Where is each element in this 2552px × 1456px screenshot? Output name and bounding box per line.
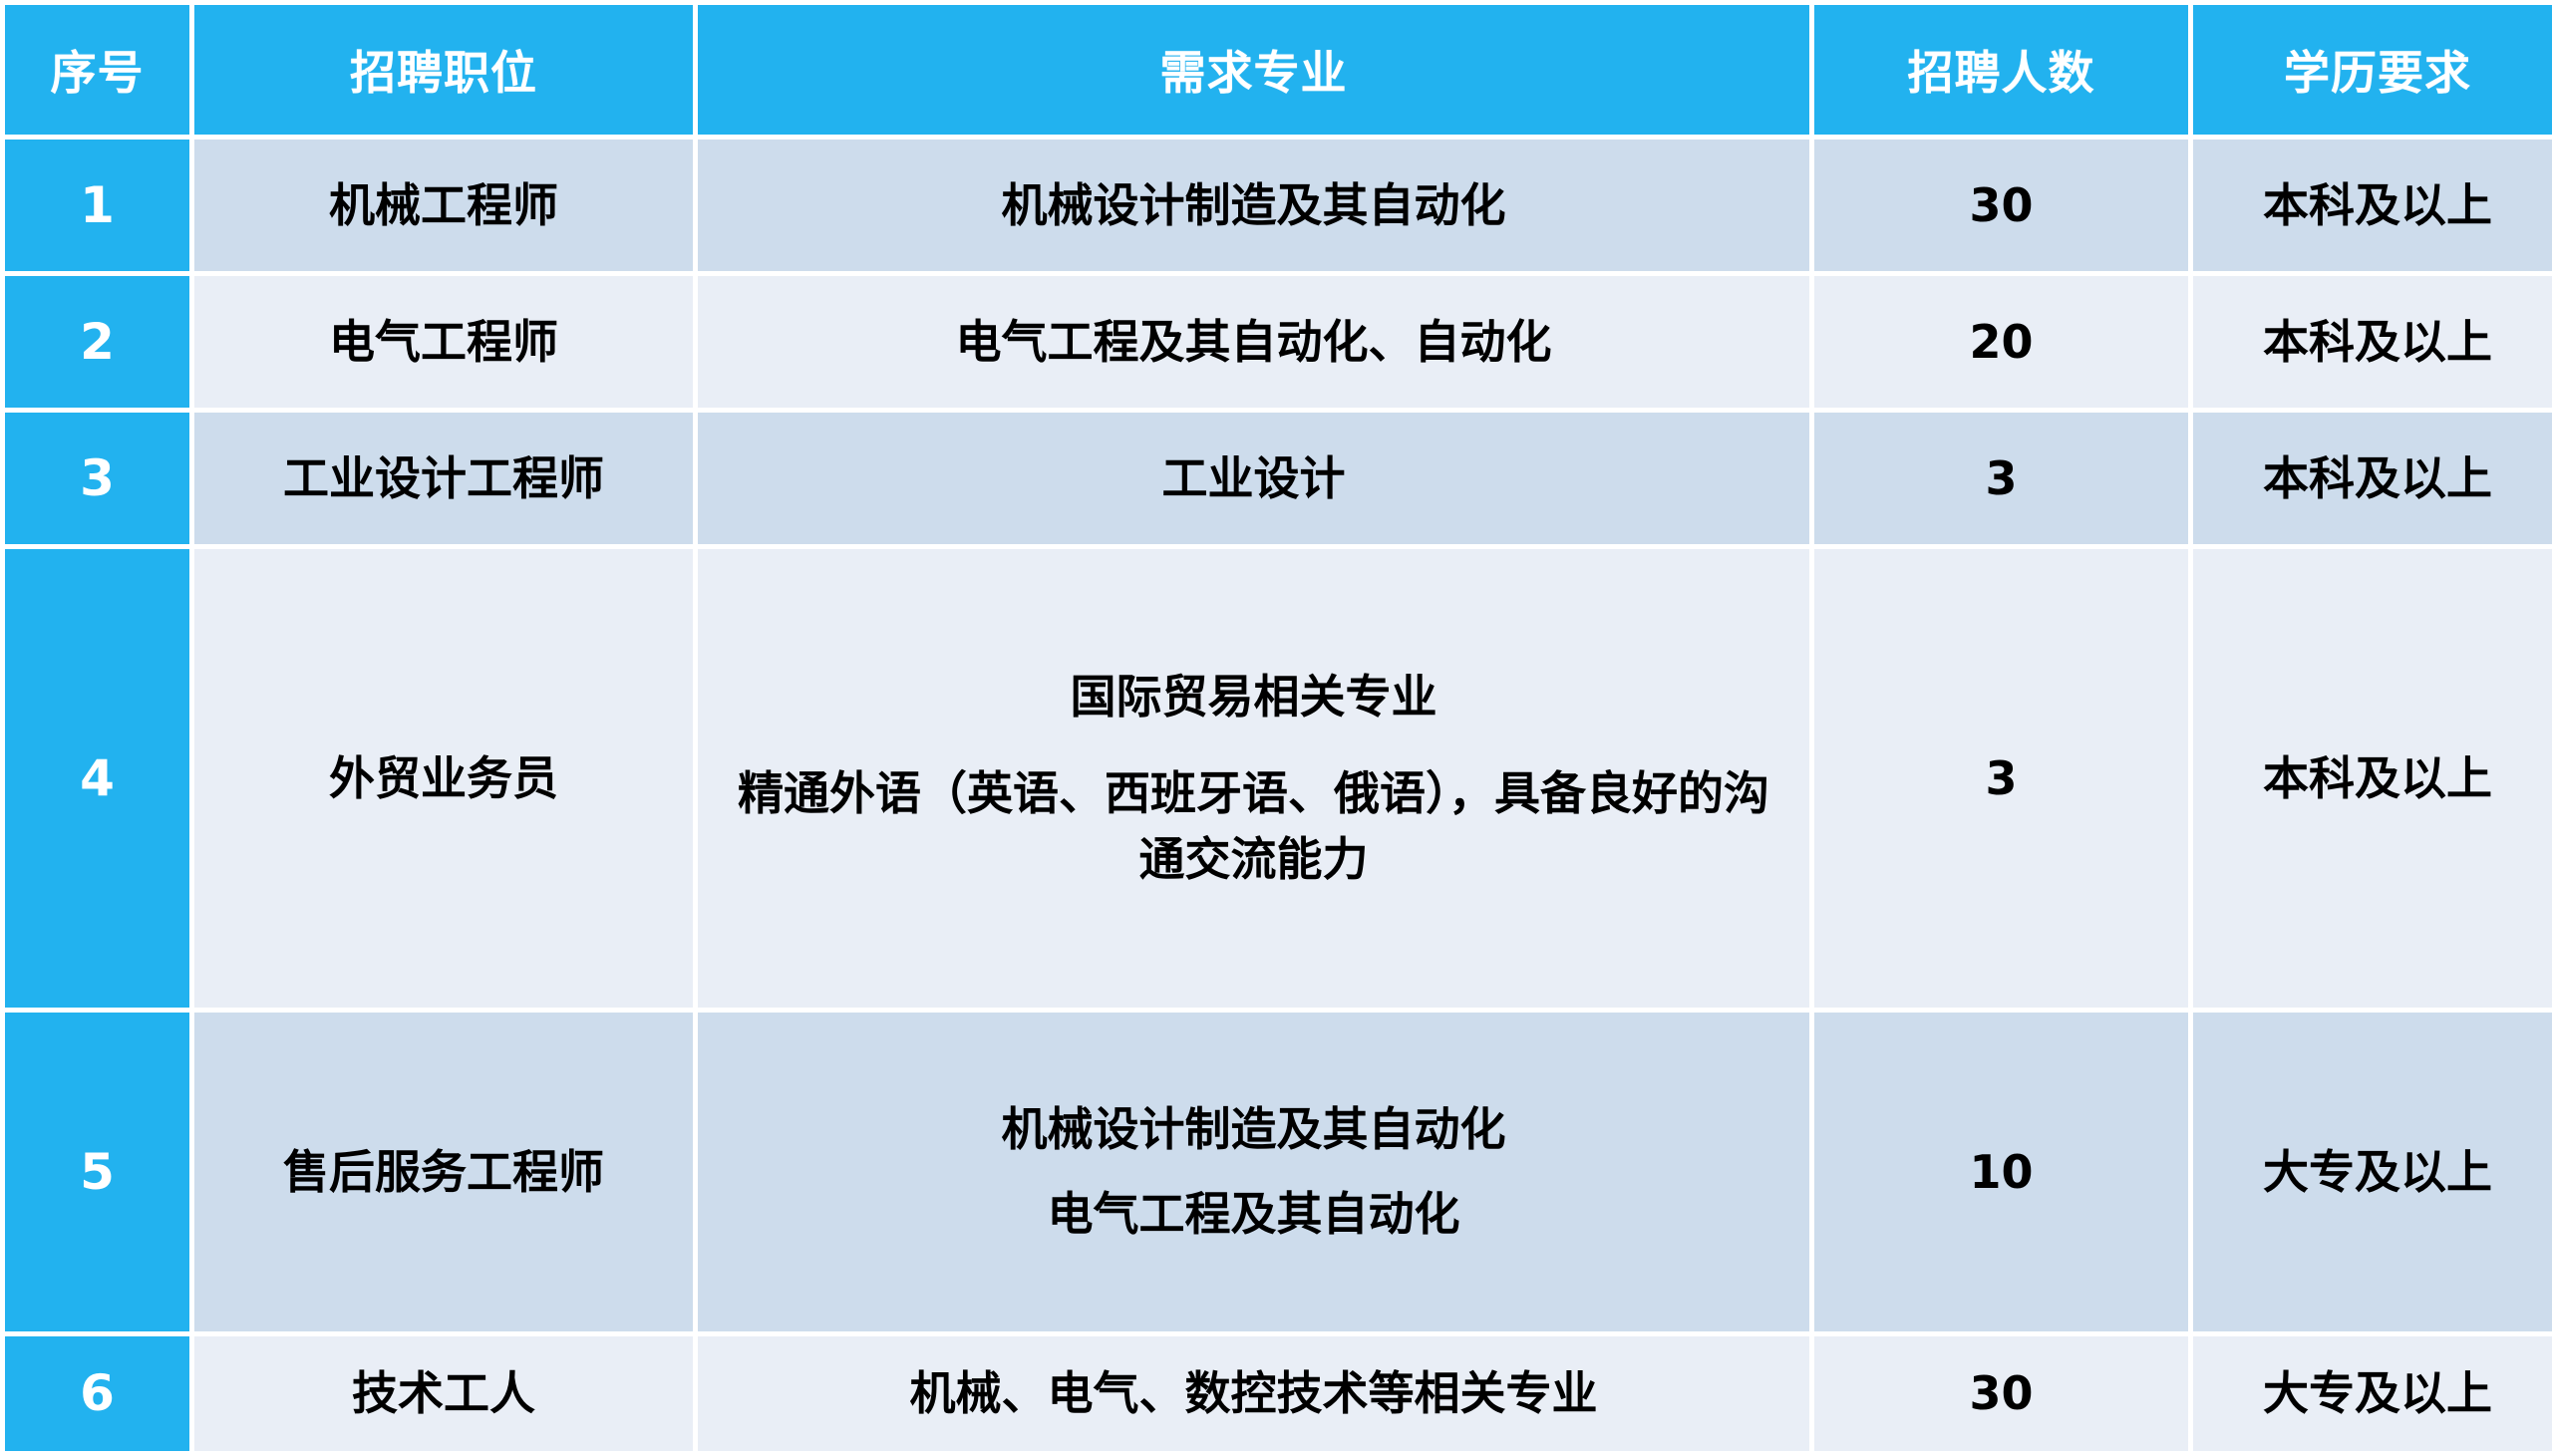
cell-position: 机械工程师 <box>194 140 693 271</box>
major-line: 国际贸易相关专业 <box>1070 669 1437 724</box>
cell-index: 6 <box>5 1336 189 1451</box>
column-header-major: 需求专业 <box>698 5 1809 135</box>
cell-position: 电气工程师 <box>194 276 693 408</box>
cell-education: 大专及以上 <box>2193 1336 2552 1451</box>
table-row: 1 机械工程师 机械设计制造及其自动化 30 本科及以上 <box>5 140 2552 271</box>
cell-index: 2 <box>5 276 189 408</box>
cell-major: 电气工程及其自动化、自动化 <box>698 276 1809 408</box>
cell-count: 30 <box>1814 1336 2188 1451</box>
table-row: 5 售后服务工程师 机械设计制造及其自动化 电气工程及其自动化 10 大专及以上 <box>5 1013 2552 1331</box>
cell-position: 技术工人 <box>194 1336 693 1451</box>
table-row: 3 工业设计工程师 工业设计 3 本科及以上 <box>5 413 2552 544</box>
major-line: 机械、电气、数控技术等相关专业 <box>909 1366 1598 1421</box>
cell-position: 售后服务工程师 <box>194 1013 693 1331</box>
cell-education: 本科及以上 <box>2193 140 2552 271</box>
cell-count: 10 <box>1814 1013 2188 1331</box>
major-line: 电气工程及其自动化、自动化 <box>955 314 1552 369</box>
major-line: 电气工程及其自动化 <box>1047 1187 1460 1241</box>
cell-count: 30 <box>1814 140 2188 271</box>
header-row: 序号 招聘职位 需求专业 招聘人数 学历要求 <box>5 5 2552 135</box>
major-line: 机械设计制造及其自动化 <box>1001 177 1506 232</box>
column-header-position: 招聘职位 <box>194 5 693 135</box>
major-line: 精通外语（英语、西班牙语、俄语），具备良好的沟通交流能力 <box>738 765 1769 887</box>
cell-position: 工业设计工程师 <box>194 413 693 544</box>
cell-count: 3 <box>1814 549 2188 1008</box>
cell-index: 3 <box>5 413 189 544</box>
cell-position: 外贸业务员 <box>194 549 693 1008</box>
major-line: 机械设计制造及其自动化 <box>1001 1102 1506 1157</box>
column-header-education: 学历要求 <box>2193 5 2552 135</box>
cell-major: 机械设计制造及其自动化 <box>698 140 1809 271</box>
cell-index: 5 <box>5 1013 189 1331</box>
table-header: 序号 招聘职位 需求专业 招聘人数 学历要求 <box>5 5 2552 135</box>
column-header-count: 招聘人数 <box>1814 5 2188 135</box>
cell-major: 工业设计 <box>698 413 1809 544</box>
cell-count: 3 <box>1814 413 2188 544</box>
cell-education: 本科及以上 <box>2193 413 2552 544</box>
table-row: 4 外贸业务员 国际贸易相关专业 精通外语（英语、西班牙语、俄语），具备良好的沟… <box>5 549 2552 1008</box>
table-body: 1 机械工程师 机械设计制造及其自动化 30 本科及以上 2 电气工程师 电气工… <box>5 140 2552 1451</box>
cell-count: 20 <box>1814 276 2188 408</box>
cell-education: 本科及以上 <box>2193 549 2552 1008</box>
cell-index: 4 <box>5 549 189 1008</box>
column-header-no: 序号 <box>5 5 189 135</box>
table-row: 6 技术工人 机械、电气、数控技术等相关专业 30 大专及以上 <box>5 1336 2552 1451</box>
table-row: 2 电气工程师 电气工程及其自动化、自动化 20 本科及以上 <box>5 276 2552 408</box>
cell-index: 1 <box>5 140 189 271</box>
cell-major: 机械设计制造及其自动化 电气工程及其自动化 <box>698 1013 1809 1331</box>
cell-education: 大专及以上 <box>2193 1013 2552 1331</box>
cell-major: 国际贸易相关专业 精通外语（英语、西班牙语、俄语），具备良好的沟通交流能力 <box>698 549 1809 1008</box>
cell-major: 机械、电气、数控技术等相关专业 <box>698 1336 1809 1451</box>
cell-education: 本科及以上 <box>2193 276 2552 408</box>
major-line: 工业设计 <box>1161 450 1346 505</box>
